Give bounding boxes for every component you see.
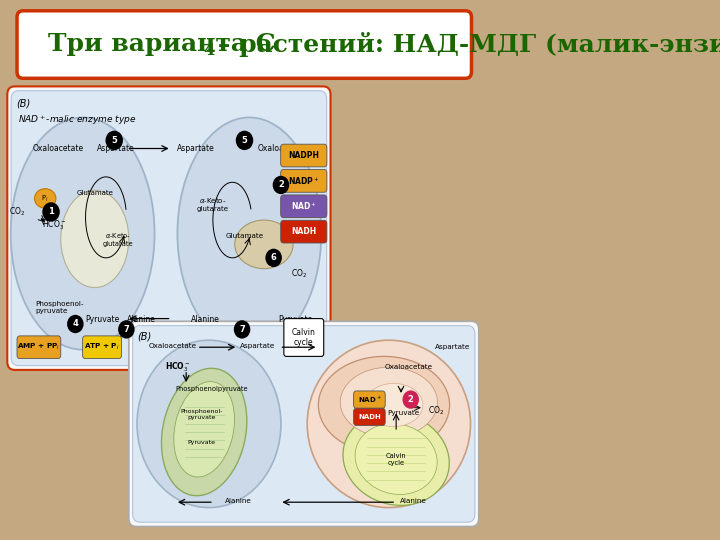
Text: Alanine: Alanine <box>127 315 156 324</box>
Text: Oxaloacetate: Oxaloacetate <box>384 364 432 370</box>
Text: P$_i$: P$_i$ <box>41 193 49 204</box>
Text: NAD$^+$: NAD$^+$ <box>291 200 317 212</box>
Text: (B): (B) <box>138 331 152 341</box>
Circle shape <box>273 176 289 194</box>
Text: CO$_2$: CO$_2$ <box>9 206 26 218</box>
Text: Malate: Malate <box>281 199 307 208</box>
Text: Calvin
cycle: Calvin cycle <box>292 328 316 347</box>
Ellipse shape <box>60 190 129 287</box>
Text: Aspartate: Aspartate <box>177 144 215 153</box>
Text: Phosphoenol-
pyruvate: Phosphoenol- pyruvate <box>181 409 223 420</box>
Text: Malate: Malate <box>389 387 413 394</box>
Text: Aspartate: Aspartate <box>240 342 275 349</box>
Text: HCO$_3^-$: HCO$_3^-$ <box>166 361 191 374</box>
Ellipse shape <box>318 356 449 454</box>
Ellipse shape <box>177 118 321 350</box>
Text: Oxaloacetate: Oxaloacetate <box>258 144 309 153</box>
Ellipse shape <box>307 340 470 508</box>
Text: AMP + PP$_i$: AMP + PP$_i$ <box>17 342 60 352</box>
Circle shape <box>105 131 123 150</box>
FancyBboxPatch shape <box>281 170 327 192</box>
Text: NAD$^+$-malic enzyme type: NAD$^+$-malic enzyme type <box>18 113 136 127</box>
Text: NADP$^+$: NADP$^+$ <box>288 175 320 187</box>
Text: 5: 5 <box>241 136 248 145</box>
Ellipse shape <box>137 340 281 508</box>
Text: Aspartate: Aspartate <box>435 344 470 350</box>
Circle shape <box>67 315 84 333</box>
Text: – растений: НАД-МДГ (малик-энзим): – растений: НАД-МДГ (малик-энзим) <box>209 32 720 57</box>
FancyBboxPatch shape <box>281 220 327 243</box>
Text: 7: 7 <box>124 325 130 334</box>
FancyBboxPatch shape <box>281 195 327 218</box>
Text: Pyruvate: Pyruvate <box>85 315 120 324</box>
Text: $\alpha$-Keto-
glutarate: $\alpha$-Keto- glutarate <box>197 196 229 212</box>
Text: NADH: NADH <box>291 227 316 236</box>
Text: Pyruvate: Pyruvate <box>279 315 312 324</box>
Ellipse shape <box>364 383 423 427</box>
FancyBboxPatch shape <box>281 144 327 167</box>
Text: 7: 7 <box>239 325 245 334</box>
Text: Alanine: Alanine <box>400 497 426 504</box>
Text: CO$_2$: CO$_2$ <box>428 404 444 417</box>
FancyBboxPatch shape <box>354 408 385 426</box>
Circle shape <box>42 202 60 221</box>
FancyBboxPatch shape <box>132 326 475 522</box>
FancyBboxPatch shape <box>17 336 60 359</box>
Ellipse shape <box>35 189 56 208</box>
Text: NADPH: NADPH <box>288 151 319 160</box>
Text: Alanine: Alanine <box>225 497 251 504</box>
FancyBboxPatch shape <box>129 321 479 526</box>
Text: Calvin
cycle: Calvin cycle <box>386 453 407 465</box>
Ellipse shape <box>11 118 155 350</box>
FancyBboxPatch shape <box>12 91 327 366</box>
Text: Phosphoenolpyruvate: Phosphoenolpyruvate <box>175 386 248 392</box>
Text: Три варианта С: Три варианта С <box>48 32 275 56</box>
Text: 2: 2 <box>408 395 414 404</box>
Text: NAD$^+$: NAD$^+$ <box>358 394 382 405</box>
Text: Oxaloacetate: Oxaloacetate <box>148 342 197 349</box>
Text: 4: 4 <box>203 42 215 59</box>
Text: NADH: NADH <box>358 414 381 420</box>
Circle shape <box>235 131 253 150</box>
Text: ATP + P$_i$: ATP + P$_i$ <box>84 342 120 352</box>
Ellipse shape <box>174 382 235 477</box>
FancyBboxPatch shape <box>354 391 385 408</box>
Text: 1: 1 <box>48 207 54 217</box>
Text: Aspartate: Aspartate <box>96 144 135 153</box>
Text: 6: 6 <box>271 253 276 262</box>
Text: HCO$_3^-$: HCO$_3^-$ <box>42 219 66 232</box>
Text: 2: 2 <box>278 180 284 190</box>
Circle shape <box>118 320 135 339</box>
Circle shape <box>402 390 419 409</box>
Text: (B): (B) <box>16 98 30 109</box>
Text: 5: 5 <box>112 136 117 145</box>
Circle shape <box>266 248 282 267</box>
Text: Oxaloacetate: Oxaloacetate <box>33 144 84 153</box>
Text: Glutamate: Glutamate <box>225 233 264 239</box>
Text: Phosphoenol-
pyruvate: Phosphoenol- pyruvate <box>35 301 84 314</box>
FancyBboxPatch shape <box>7 86 330 370</box>
Circle shape <box>234 320 251 339</box>
Text: Alanine: Alanine <box>192 315 220 324</box>
Text: Glutamate: Glutamate <box>76 190 113 196</box>
Text: Pyruvate: Pyruvate <box>387 410 420 416</box>
Ellipse shape <box>341 367 438 437</box>
Ellipse shape <box>161 368 247 496</box>
Text: CO$_2$: CO$_2$ <box>291 268 307 280</box>
Ellipse shape <box>355 423 437 495</box>
Text: Pyruvate: Pyruvate <box>188 440 216 445</box>
Text: 4: 4 <box>73 320 78 328</box>
FancyBboxPatch shape <box>17 11 472 78</box>
Text: $\alpha$-Keto-
glutarate: $\alpha$-Keto- glutarate <box>102 231 133 247</box>
FancyBboxPatch shape <box>83 336 122 359</box>
FancyBboxPatch shape <box>284 319 324 356</box>
Ellipse shape <box>235 220 293 269</box>
Ellipse shape <box>343 413 449 505</box>
